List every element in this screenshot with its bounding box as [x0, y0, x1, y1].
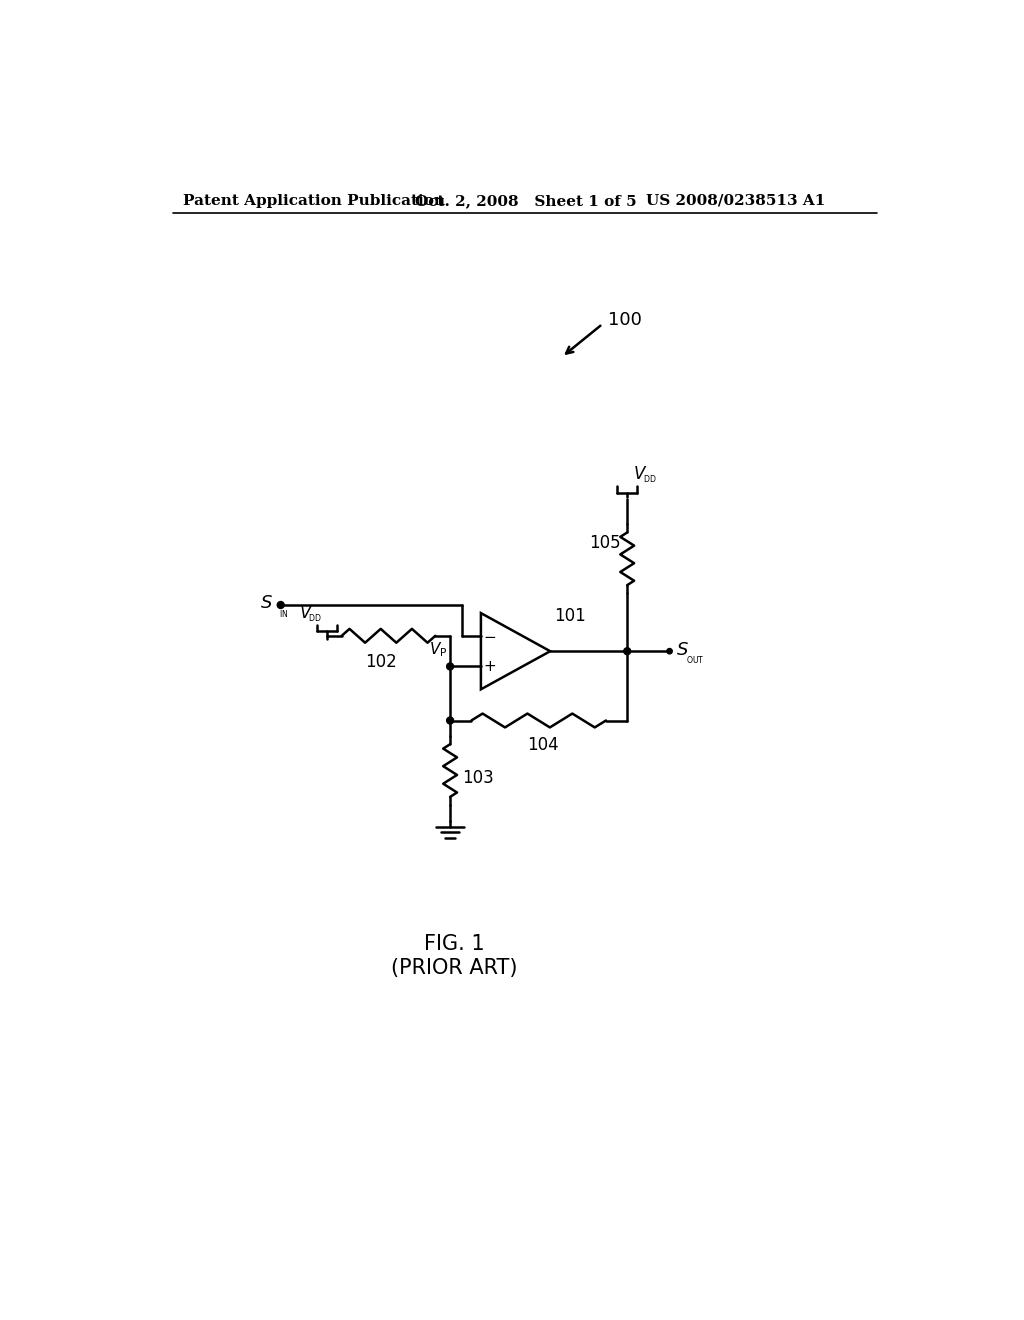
Text: $_{\mathrm{DD}}$: $_{\mathrm{DD}}$	[643, 474, 656, 487]
Text: $-$: $-$	[483, 628, 497, 643]
Text: $+$: $+$	[483, 659, 497, 675]
Text: $S$: $S$	[260, 594, 273, 611]
Text: FIG. 1: FIG. 1	[424, 933, 484, 954]
Text: $V$: $V$	[634, 466, 648, 483]
Text: Patent Application Publication: Patent Application Publication	[183, 194, 444, 207]
Text: $_{\mathrm{DD}}$: $_{\mathrm{DD}}$	[308, 612, 322, 626]
Text: Oct. 2, 2008   Sheet 1 of 5: Oct. 2, 2008 Sheet 1 of 5	[416, 194, 637, 207]
Circle shape	[278, 602, 285, 609]
Text: 102: 102	[365, 653, 396, 671]
Circle shape	[667, 648, 672, 653]
Circle shape	[446, 717, 454, 723]
Text: US 2008/0238513 A1: US 2008/0238513 A1	[646, 194, 825, 207]
Text: $_{\mathrm{IN}}$: $_{\mathrm{IN}}$	[280, 609, 289, 622]
Circle shape	[624, 648, 631, 655]
Text: 105: 105	[590, 535, 621, 552]
Circle shape	[446, 663, 454, 671]
Text: 104: 104	[526, 737, 558, 754]
Text: $S$: $S$	[677, 640, 689, 659]
Text: $V$: $V$	[299, 605, 313, 622]
Text: 103: 103	[462, 770, 494, 787]
Text: $V_{\mathrm{P}}$: $V_{\mathrm{P}}$	[429, 640, 447, 659]
Text: $_{\mathrm{OUT}}$: $_{\mathrm{OUT}}$	[686, 655, 705, 668]
Text: 101: 101	[554, 607, 586, 624]
Text: 100: 100	[608, 312, 642, 329]
Text: (PRIOR ART): (PRIOR ART)	[391, 958, 517, 978]
